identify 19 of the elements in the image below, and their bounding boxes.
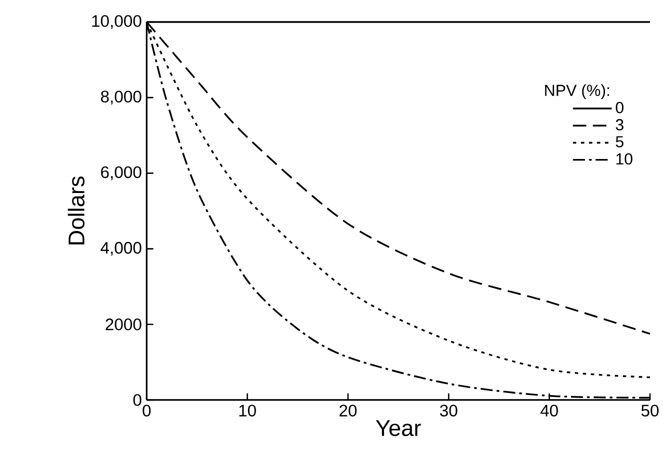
legend-label: 5 — [616, 136, 624, 148]
legend-label: 0 — [616, 102, 624, 114]
x-axis-title: Year — [376, 420, 421, 436]
y-tick-label: 2000 — [106, 318, 142, 330]
y-tick-label: 0 — [133, 394, 142, 406]
x-tick-label: 50 — [641, 404, 659, 416]
y-tick-label: 8,000 — [100, 90, 142, 104]
y-tick-label: 6,000 — [101, 166, 142, 180]
legend-title: NPV (%): — [545, 84, 610, 100]
y-tick-label: 10,000 — [92, 15, 142, 29]
x-tick-label: 40 — [540, 404, 558, 416]
legend-label: 3 — [616, 119, 624, 130]
x-tick-label: 20 — [340, 404, 357, 416]
x-tick-label: 30 — [440, 404, 458, 416]
x-tick-label: 10 — [239, 404, 256, 416]
x-tick-label: 0 — [142, 404, 151, 416]
y-tick-label: 4,000 — [100, 242, 142, 256]
legend-label: 10 — [616, 153, 632, 165]
y-axis-title: Dollars — [68, 176, 85, 244]
